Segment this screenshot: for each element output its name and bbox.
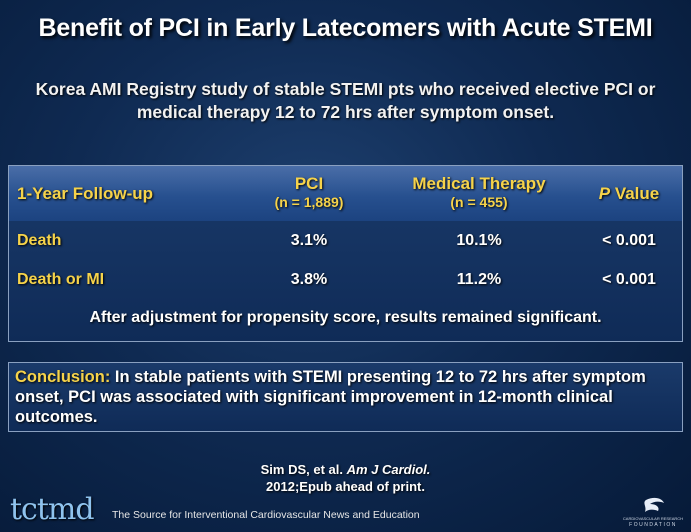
row-death-medical: 10.1% — [456, 232, 502, 249]
tctmd-logo: tctmd — [10, 492, 95, 527]
results-table: 1-Year Follow-up PCI (n = 1,889) Medical… — [8, 165, 683, 342]
header-p-italic: P — [598, 184, 611, 203]
row-death-label: Death — [17, 232, 62, 249]
footer-tagline: The Source for Interventional Cardiovasc… — [112, 509, 420, 521]
conclusion-text: In stable patients with STEMI presenting… — [15, 368, 646, 426]
header-medical-n: (n = 455) — [450, 194, 508, 210]
header-pci-label: PCI — [294, 174, 324, 193]
header-medical: Medical Therapy (n = 455) — [394, 174, 564, 210]
citation-line1: Sim DS, et al. Am J Cardiol. — [0, 461, 691, 478]
header-pci: PCI (n = 1,889) — [249, 174, 369, 210]
header-pvalue: P Value — [579, 184, 679, 204]
header-value: Value — [610, 184, 660, 203]
citation-journal: Am J Cardiol. — [346, 462, 431, 477]
row-deathmi-p: < 0.001 — [602, 271, 656, 288]
slide-subtitle: Korea AMI Registry study of stable STEMI… — [35, 79, 656, 122]
citation: Sim DS, et al. Am J Cardiol. 2012;Epub a… — [0, 461, 691, 495]
conclusion-box: Conclusion: In stable patients with STEM… — [8, 362, 683, 432]
header-pci-n: (n = 1,889) — [274, 194, 344, 210]
crf-logo-icon: CARDIOVASCULAR RESEARCH FOUNDATION — [623, 497, 683, 528]
crf-logo-line2: FOUNDATION — [629, 522, 677, 528]
row-death-pci: 3.1% — [290, 232, 328, 249]
table-note: After adjustment for propensity score, r… — [89, 309, 602, 326]
row-deathmi-medical: 11.2% — [456, 271, 502, 288]
row-deathmi-label: Death or MI — [17, 271, 105, 288]
slide-title: Benefit of PCI in Early Latecomers with … — [38, 14, 653, 42]
row-death-p: < 0.001 — [602, 232, 656, 249]
row-deathmi-pci: 3.8% — [290, 271, 328, 288]
table-header — [9, 166, 682, 221]
crf-logo-line1: CARDIOVASCULAR RESEARCH — [623, 516, 683, 521]
conclusion-label: Conclusion: — [15, 368, 111, 386]
citation-authors: Sim DS, et al. — [260, 462, 347, 477]
header-medical-label: Medical Therapy — [412, 174, 546, 193]
citation-line2: 2012;Epub ahead of print. — [266, 479, 425, 494]
header-followup: 1-Year Follow-up — [17, 184, 154, 203]
